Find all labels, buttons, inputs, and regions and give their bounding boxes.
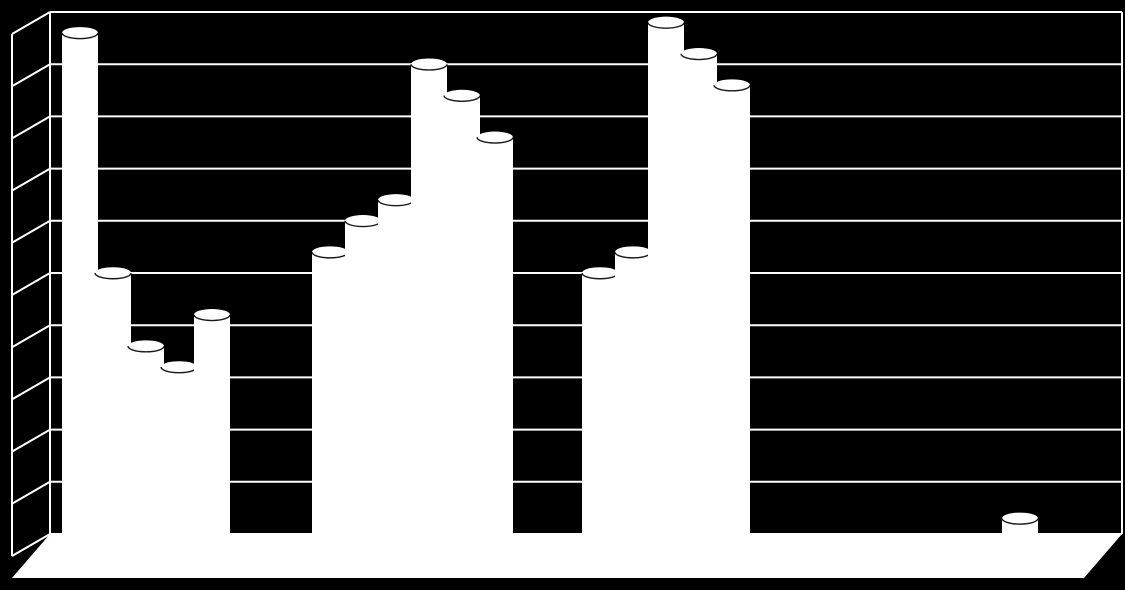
bar-g2b5 bbox=[444, 90, 480, 540]
bar-g2b2 bbox=[345, 215, 381, 540]
chart-svg bbox=[0, 0, 1125, 590]
bar-g1b3 bbox=[128, 340, 164, 539]
bar-g3b5 bbox=[714, 79, 750, 539]
bar-chart-3d bbox=[0, 0, 1125, 590]
chart-floor-poly bbox=[12, 534, 1122, 578]
bar-g1b4 bbox=[161, 361, 197, 540]
bar-g3b3 bbox=[648, 17, 684, 540]
bar-g3b4 bbox=[681, 48, 717, 540]
bar-g1b1 bbox=[62, 27, 98, 540]
bar-g2b6 bbox=[477, 132, 513, 540]
bar-g3b1 bbox=[582, 267, 618, 540]
bar-g2b1 bbox=[312, 246, 348, 539]
bar-g2b3 bbox=[378, 194, 414, 540]
bar-g3b2 bbox=[615, 246, 651, 539]
bar-g1b5 bbox=[194, 309, 230, 540]
bar-g2b4 bbox=[411, 58, 447, 539]
chart-floor bbox=[12, 534, 1122, 578]
bar-g1b2 bbox=[95, 267, 131, 540]
bar-g4b1 bbox=[1002, 513, 1038, 540]
